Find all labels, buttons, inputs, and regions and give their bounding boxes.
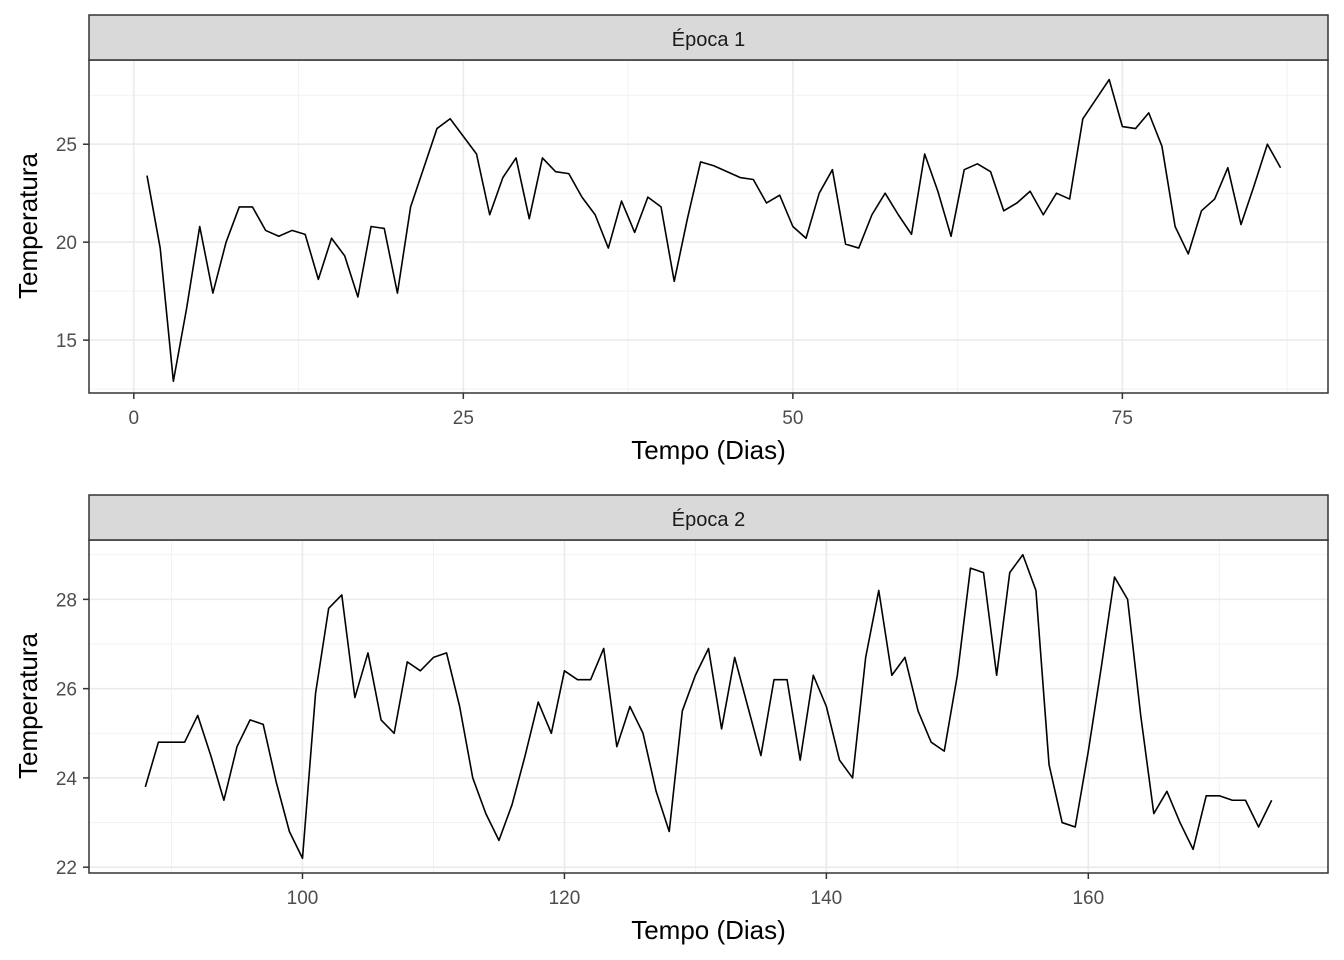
x-tick-label: 160 [1072, 888, 1104, 909]
y-axis-ticks: 22 24 26 28 [56, 590, 89, 879]
facet-strip [88, 494, 1329, 541]
x-tick-label: 75 [1112, 408, 1133, 429]
panel-background [89, 60, 1328, 393]
major-grid [89, 60, 1328, 393]
x-tick-label: 120 [549, 888, 581, 909]
panel-background [89, 540, 1328, 873]
y-tick-label: 28 [56, 590, 77, 611]
x-tick-label: 0 [129, 408, 140, 429]
y-tick-label: 15 [56, 331, 77, 352]
x-axis-ticks: 0 25 50 75 [129, 393, 1133, 429]
panel-epoca-1: Época 1 0 25 50 75 15 20 25 Tempo (Dias) Temp… [13, 14, 1329, 465]
major-grid [89, 540, 1328, 873]
x-tick-label: 140 [811, 888, 843, 909]
panel-epoca-2: Época 2 100 120 140 160 22 24 26 28 Tempo (Dia… [13, 494, 1329, 945]
temperature-line [146, 78, 1282, 383]
minor-grid [89, 60, 1328, 393]
minor-grid [89, 540, 1328, 873]
facet-strip-label: Época 2 [672, 508, 745, 531]
facet-strip [88, 14, 1329, 61]
x-tick-label: 25 [453, 408, 474, 429]
y-tick-label: 24 [56, 769, 78, 790]
x-axis-ticks: 100 120 140 160 [287, 873, 1104, 909]
y-axis-title: Temperatura [13, 632, 43, 778]
x-tick-label: 50 [782, 408, 803, 429]
y-axis-title: Temperatura [13, 152, 43, 298]
temperature-line [144, 553, 1273, 860]
x-tick-label: 100 [287, 888, 319, 909]
y-tick-label: 26 [56, 680, 77, 701]
x-axis-title: Tempo (Dias) [631, 915, 786, 945]
facet-strip-label: Época 1 [672, 28, 745, 51]
y-tick-label: 22 [56, 858, 77, 879]
y-tick-label: 20 [56, 233, 77, 254]
y-tick-label: 25 [56, 135, 77, 156]
x-axis-title: Tempo (Dias) [631, 435, 786, 465]
y-axis-ticks: 15 20 25 [56, 135, 89, 352]
